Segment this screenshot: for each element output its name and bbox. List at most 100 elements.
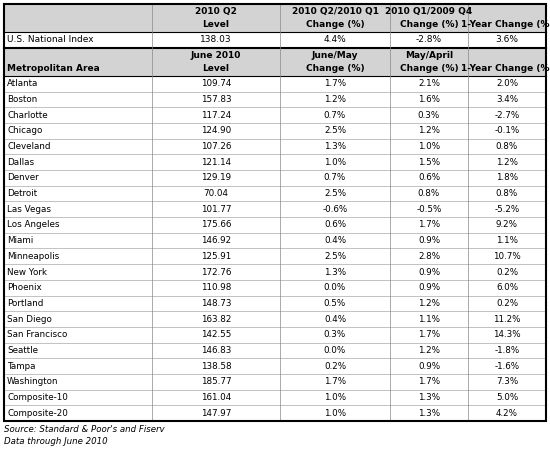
Text: 11.2%: 11.2% [493, 314, 521, 324]
Text: 14.3%: 14.3% [493, 330, 521, 339]
Text: Washington: Washington [7, 377, 58, 386]
Text: 2010 Q2: 2010 Q2 [195, 7, 237, 16]
Text: 2.1%: 2.1% [418, 79, 440, 88]
Text: 2010 Q2/2010 Q1: 2010 Q2/2010 Q1 [292, 7, 378, 16]
Text: Seattle: Seattle [7, 346, 38, 355]
Text: 0.4%: 0.4% [324, 236, 346, 245]
Text: 0.5%: 0.5% [324, 299, 346, 308]
Text: 1.3%: 1.3% [418, 409, 440, 418]
Text: 1.7%: 1.7% [418, 221, 440, 229]
Text: 2010 Q1/2009 Q4: 2010 Q1/2009 Q4 [386, 7, 472, 16]
Text: Change (%): Change (%) [400, 64, 458, 73]
Text: 5.0%: 5.0% [496, 393, 518, 402]
Text: 10.7%: 10.7% [493, 252, 521, 261]
Text: New York: New York [7, 268, 47, 277]
Text: June 2010: June 2010 [191, 51, 241, 60]
Text: 117.24: 117.24 [201, 111, 231, 120]
Text: Change (%): Change (%) [306, 20, 364, 29]
Text: 1.0%: 1.0% [324, 393, 346, 402]
Text: Level: Level [202, 20, 229, 29]
Text: 1-Year Change (%): 1-Year Change (%) [461, 20, 550, 29]
Text: 0.9%: 0.9% [418, 236, 440, 245]
Text: 163.82: 163.82 [201, 314, 231, 324]
Text: Cleveland: Cleveland [7, 142, 51, 151]
Text: Data through June 2010: Data through June 2010 [4, 436, 108, 445]
Text: 0.3%: 0.3% [418, 111, 440, 120]
Text: Denver: Denver [7, 173, 39, 182]
Text: 0.0%: 0.0% [324, 283, 346, 292]
Text: 1.2%: 1.2% [418, 126, 440, 136]
Text: 1.1%: 1.1% [418, 314, 440, 324]
Text: 1.2%: 1.2% [418, 346, 440, 355]
Text: 6.0%: 6.0% [496, 283, 518, 292]
Text: 3.6%: 3.6% [496, 35, 519, 45]
Text: Atlanta: Atlanta [7, 79, 39, 88]
Text: 124.90: 124.90 [201, 126, 231, 136]
Text: 1.3%: 1.3% [418, 393, 440, 402]
Text: Phoenix: Phoenix [7, 283, 42, 292]
Bar [4, 4, 546, 32]
Text: 1.3%: 1.3% [324, 268, 346, 277]
Text: 2.0%: 2.0% [496, 79, 518, 88]
Text: 129.19: 129.19 [201, 173, 231, 182]
Text: 1.1%: 1.1% [496, 236, 518, 245]
Text: Change (%): Change (%) [306, 64, 364, 73]
Text: 2.5%: 2.5% [324, 252, 346, 261]
Text: 1.8%: 1.8% [496, 173, 518, 182]
Text: -0.1%: -0.1% [494, 126, 520, 136]
Text: 1.0%: 1.0% [324, 158, 346, 167]
Text: 2.8%: 2.8% [418, 252, 440, 261]
Text: 0.9%: 0.9% [418, 362, 440, 371]
Text: 146.92: 146.92 [201, 236, 231, 245]
Text: 0.4%: 0.4% [324, 314, 346, 324]
Text: 3.4%: 3.4% [496, 95, 518, 104]
Text: -5.2%: -5.2% [494, 205, 520, 214]
Text: 121.14: 121.14 [201, 158, 231, 167]
Text: 1.5%: 1.5% [418, 158, 440, 167]
Text: 0.6%: 0.6% [324, 221, 346, 229]
Text: -2.8%: -2.8% [416, 35, 442, 45]
Text: Level: Level [202, 64, 229, 73]
Text: 125.91: 125.91 [201, 252, 231, 261]
Text: 107.26: 107.26 [201, 142, 231, 151]
Text: 109.74: 109.74 [201, 79, 231, 88]
Text: May/April: May/April [405, 51, 453, 60]
Text: 1-Year Change (%): 1-Year Change (%) [461, 64, 550, 73]
Text: 0.9%: 0.9% [418, 283, 440, 292]
Text: 148.73: 148.73 [201, 299, 231, 308]
Text: 0.0%: 0.0% [324, 346, 346, 355]
Text: 7.3%: 7.3% [496, 377, 518, 386]
Text: 4.4%: 4.4% [323, 35, 346, 45]
Text: Source: Standard & Poor's and Fiserv: Source: Standard & Poor's and Fiserv [4, 425, 164, 435]
Text: 161.04: 161.04 [201, 393, 231, 402]
Text: Composite-20: Composite-20 [7, 409, 68, 418]
Text: -2.7%: -2.7% [494, 111, 520, 120]
Text: 157.83: 157.83 [201, 95, 232, 104]
Text: Charlotte: Charlotte [7, 111, 48, 120]
Text: 4.2%: 4.2% [496, 409, 518, 418]
Text: 1.2%: 1.2% [418, 299, 440, 308]
Text: Miami: Miami [7, 236, 33, 245]
Text: 1.0%: 1.0% [324, 409, 346, 418]
Text: 1.7%: 1.7% [418, 377, 440, 386]
Text: 2.5%: 2.5% [324, 126, 346, 136]
Text: 0.3%: 0.3% [324, 330, 346, 339]
Text: Boston: Boston [7, 95, 37, 104]
Text: 0.2%: 0.2% [496, 268, 518, 277]
Text: 1.2%: 1.2% [324, 95, 346, 104]
Text: 0.2%: 0.2% [496, 299, 518, 308]
Text: 9.2%: 9.2% [496, 221, 518, 229]
Text: June/May: June/May [312, 51, 358, 60]
Text: 172.76: 172.76 [201, 268, 231, 277]
Text: 0.7%: 0.7% [324, 111, 346, 120]
Text: 138.58: 138.58 [201, 362, 232, 371]
Text: Change (%): Change (%) [400, 20, 458, 29]
Text: Minneapolis: Minneapolis [7, 252, 59, 261]
Text: Metropolitan Area: Metropolitan Area [7, 64, 100, 73]
Text: 138.03: 138.03 [200, 35, 232, 45]
Text: 147.97: 147.97 [201, 409, 231, 418]
Text: -1.6%: -1.6% [494, 362, 520, 371]
Text: 146.83: 146.83 [201, 346, 231, 355]
Text: -1.8%: -1.8% [494, 346, 520, 355]
Text: Detroit: Detroit [7, 189, 37, 198]
